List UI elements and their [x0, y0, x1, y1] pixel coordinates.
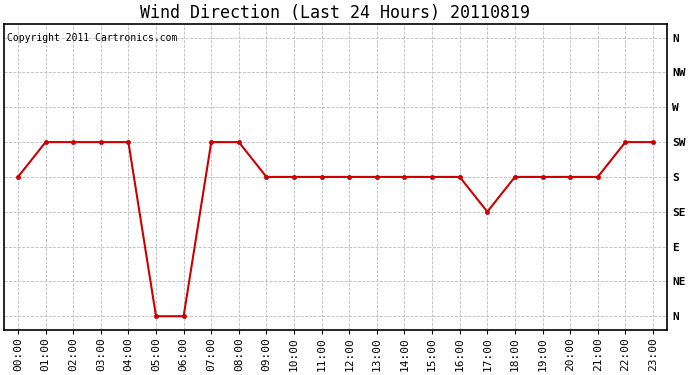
Title: Wind Direction (Last 24 Hours) 20110819: Wind Direction (Last 24 Hours) 20110819 — [141, 4, 531, 22]
Text: Copyright 2011 Cartronics.com: Copyright 2011 Cartronics.com — [8, 33, 178, 43]
